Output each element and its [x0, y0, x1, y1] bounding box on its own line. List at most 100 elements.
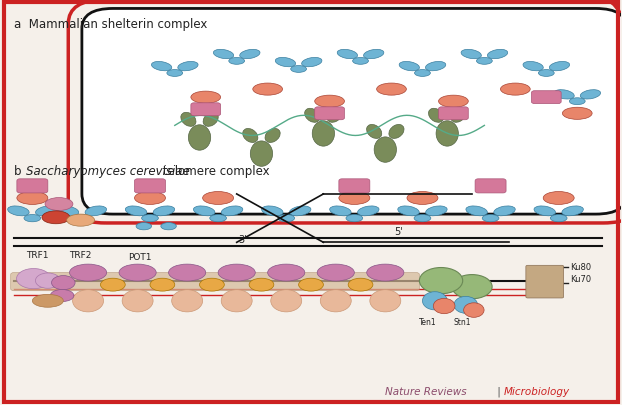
Ellipse shape [152, 62, 172, 72]
Ellipse shape [265, 129, 280, 143]
Ellipse shape [494, 207, 515, 216]
Ellipse shape [229, 58, 244, 65]
Ellipse shape [439, 96, 468, 108]
FancyBboxPatch shape [526, 266, 564, 298]
Ellipse shape [125, 207, 147, 216]
Text: TIN2: TIN2 [47, 215, 65, 221]
Ellipse shape [330, 207, 351, 216]
Ellipse shape [213, 50, 234, 60]
Ellipse shape [203, 113, 218, 127]
Ellipse shape [429, 109, 443, 123]
Ellipse shape [50, 290, 74, 302]
Ellipse shape [466, 207, 488, 216]
Ellipse shape [543, 192, 574, 205]
Ellipse shape [203, 192, 234, 205]
Ellipse shape [463, 303, 484, 318]
Ellipse shape [278, 215, 295, 222]
Ellipse shape [262, 207, 283, 216]
Ellipse shape [389, 125, 404, 139]
Ellipse shape [85, 207, 106, 216]
Ellipse shape [32, 294, 63, 307]
Ellipse shape [253, 84, 282, 96]
Ellipse shape [549, 62, 570, 72]
Ellipse shape [422, 292, 447, 310]
Ellipse shape [101, 279, 125, 291]
Ellipse shape [119, 264, 156, 281]
Ellipse shape [250, 142, 272, 167]
Ellipse shape [451, 109, 466, 123]
Ellipse shape [539, 70, 554, 77]
Ellipse shape [554, 90, 574, 100]
Text: POT1: POT1 [128, 253, 152, 262]
Ellipse shape [243, 129, 258, 143]
Ellipse shape [134, 192, 165, 205]
Ellipse shape [17, 269, 50, 289]
Ellipse shape [374, 138, 396, 163]
Ellipse shape [377, 84, 406, 96]
Ellipse shape [7, 207, 29, 216]
Ellipse shape [67, 215, 95, 227]
Ellipse shape [45, 198, 73, 211]
FancyBboxPatch shape [17, 179, 48, 194]
Ellipse shape [42, 211, 70, 224]
Ellipse shape [136, 223, 152, 230]
Text: Sir3: Sir3 [55, 293, 69, 298]
Ellipse shape [302, 58, 322, 68]
Ellipse shape [218, 264, 255, 281]
Ellipse shape [419, 268, 463, 294]
Ellipse shape [167, 70, 183, 77]
FancyBboxPatch shape [531, 92, 561, 104]
Ellipse shape [239, 50, 260, 60]
Text: Nature Reviews: Nature Reviews [385, 386, 467, 396]
Text: Rap1: Rap1 [39, 298, 57, 303]
Text: Ku80: Ku80 [570, 262, 591, 271]
Ellipse shape [221, 290, 252, 312]
Ellipse shape [414, 215, 431, 222]
Ellipse shape [24, 215, 40, 222]
Ellipse shape [562, 108, 592, 120]
FancyBboxPatch shape [11, 273, 419, 291]
Text: Saccharyomyces cerevisiae: Saccharyomyces cerevisiae [26, 164, 190, 177]
Text: CDC13: CDC13 [427, 277, 455, 286]
Ellipse shape [73, 290, 103, 312]
Text: Ku70: Ku70 [570, 275, 591, 284]
Ellipse shape [398, 207, 419, 216]
Ellipse shape [501, 84, 530, 96]
Ellipse shape [188, 126, 211, 151]
Ellipse shape [161, 223, 176, 230]
Ellipse shape [337, 50, 358, 60]
Ellipse shape [415, 70, 430, 77]
Ellipse shape [339, 192, 370, 205]
Text: b: b [14, 164, 29, 177]
Ellipse shape [482, 215, 499, 222]
Ellipse shape [434, 298, 455, 314]
Ellipse shape [399, 62, 419, 72]
Ellipse shape [452, 275, 492, 299]
Ellipse shape [315, 96, 345, 108]
Ellipse shape [353, 58, 368, 65]
Text: Ten1: Ten1 [419, 317, 436, 326]
Ellipse shape [346, 215, 363, 222]
Ellipse shape [305, 109, 320, 123]
Ellipse shape [358, 207, 379, 216]
Ellipse shape [289, 207, 311, 216]
Ellipse shape [363, 50, 384, 60]
Ellipse shape [370, 290, 401, 312]
Ellipse shape [150, 279, 175, 291]
Ellipse shape [523, 62, 543, 72]
FancyBboxPatch shape [191, 104, 221, 116]
Ellipse shape [193, 207, 215, 216]
Ellipse shape [221, 207, 243, 216]
Ellipse shape [35, 207, 57, 216]
Ellipse shape [317, 264, 355, 281]
Ellipse shape [320, 290, 351, 312]
Ellipse shape [290, 66, 307, 73]
Ellipse shape [276, 58, 295, 68]
Ellipse shape [312, 122, 335, 147]
Ellipse shape [122, 290, 153, 312]
Ellipse shape [35, 273, 60, 289]
Ellipse shape [534, 207, 555, 216]
FancyBboxPatch shape [134, 179, 165, 194]
Ellipse shape [488, 50, 508, 60]
Text: 3': 3' [238, 235, 246, 245]
